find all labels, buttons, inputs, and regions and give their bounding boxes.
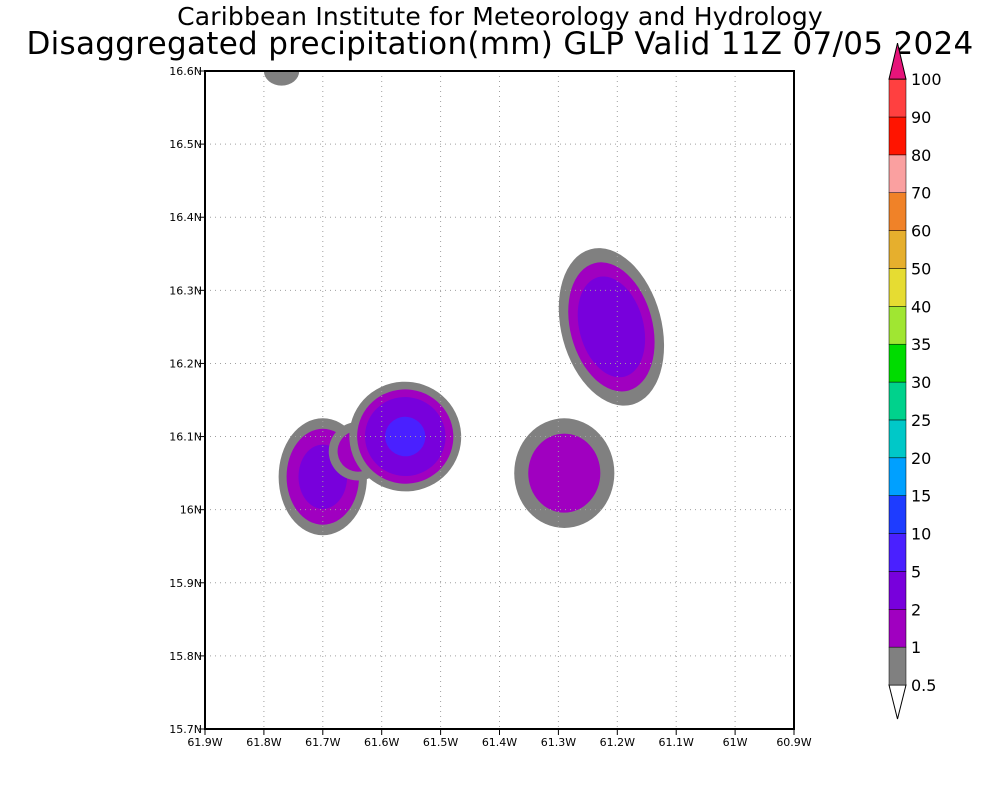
plot-frame bbox=[204, 70, 795, 730]
precipitation-field-layer bbox=[263, 71, 665, 536]
grid-lines bbox=[205, 71, 794, 729]
x-tick-label: 61W bbox=[723, 736, 748, 749]
x-tick-label: 61.4W bbox=[482, 736, 517, 749]
colorbar-label: 40 bbox=[911, 297, 931, 316]
colorbar-swatch bbox=[888, 609, 907, 648]
y-tick-label: 16.6N bbox=[169, 65, 202, 78]
colorbar-label: 30 bbox=[911, 373, 931, 392]
colorbar-swatch bbox=[888, 116, 907, 156]
colorbar-swatch bbox=[888, 78, 907, 118]
x-tick-label: 61.6W bbox=[364, 736, 399, 749]
y-tick-label: 15.9N bbox=[169, 577, 202, 590]
colorbar-swatch bbox=[888, 192, 907, 231]
colorbar-label: 70 bbox=[911, 184, 931, 203]
colorbar-swatch bbox=[888, 646, 907, 686]
colorbar-swatch bbox=[888, 419, 907, 459]
colorbar-label: 60 bbox=[911, 222, 931, 241]
colorbar-swatch bbox=[888, 230, 907, 269]
x-tick-label: 61.8W bbox=[246, 736, 281, 749]
precip-cell-5-level-2 bbox=[577, 276, 646, 378]
x-axis: 61.9W 61.8W 61.7W 61.6W 61.5W 61.4W 61.3W 61.2W… bbox=[187, 729, 812, 749]
x-tick-label: 61.1W bbox=[659, 736, 694, 749]
precip-cell-0-level-0 bbox=[263, 71, 300, 86]
y-tick-label: 15.7N bbox=[169, 723, 202, 736]
y-tick-label: 16.5N bbox=[169, 138, 202, 151]
colorbar-swatch bbox=[888, 381, 907, 421]
y-tick-label: 15.8N bbox=[169, 650, 202, 663]
colorbar-over-triangle bbox=[888, 43, 907, 80]
colorbar-swatch bbox=[888, 571, 907, 610]
chart-title: Caribbean Institute for Meteorology and … bbox=[177, 2, 823, 31]
y-tick-label: 16.4N bbox=[169, 211, 202, 224]
colorbar-under-triangle bbox=[888, 684, 907, 720]
colorbar-label: 5 bbox=[911, 562, 921, 581]
colorbar-label: 100 bbox=[911, 70, 942, 89]
colorbar-label: 20 bbox=[911, 449, 931, 468]
y-axis: 15.7N 15.8N 15.9N 16N 16.1N 16.2N 16.3N 16.4N 16… bbox=[169, 65, 205, 736]
colorbar-swatch bbox=[888, 306, 907, 345]
x-tick-label: 61.7W bbox=[305, 736, 340, 749]
colorbar-swatch bbox=[888, 533, 907, 572]
colorbar-swatch bbox=[888, 457, 907, 496]
chart-subtitle: Disaggregated precipitation(mm) GLP Vali… bbox=[26, 26, 974, 62]
x-tick-label: 60.9W bbox=[776, 736, 811, 749]
colorbar-label: 35 bbox=[911, 335, 931, 354]
colorbar-label: 15 bbox=[911, 487, 931, 506]
colorbar-swatch bbox=[888, 343, 907, 383]
colorbar-label: 0.5 bbox=[911, 676, 936, 695]
x-tick-label: 61.9W bbox=[187, 736, 222, 749]
colorbar-label: 50 bbox=[911, 259, 931, 278]
colorbar-swatch bbox=[888, 268, 907, 307]
x-tick-label: 61.3W bbox=[541, 736, 576, 749]
colorbar-swatch bbox=[888, 495, 907, 534]
colorbar-label: 80 bbox=[911, 146, 931, 165]
y-tick-label: 16.2N bbox=[169, 357, 202, 370]
colorbar-label: 10 bbox=[911, 525, 931, 544]
colorbar-label: 1 bbox=[911, 638, 921, 657]
y-tick-label: 16N bbox=[180, 504, 202, 517]
y-tick-label: 16.3N bbox=[169, 284, 202, 297]
x-tick-label: 61.5W bbox=[423, 736, 458, 749]
x-tick-label: 61.2W bbox=[600, 736, 635, 749]
colorbar-label: 90 bbox=[911, 108, 931, 127]
precip-cell-4-level-1 bbox=[528, 433, 601, 513]
y-tick-label: 16.1N bbox=[169, 431, 202, 444]
colorbar-label: 25 bbox=[911, 411, 931, 430]
colorbar-label: 2 bbox=[911, 600, 921, 619]
colorbar-swatch bbox=[888, 154, 907, 193]
